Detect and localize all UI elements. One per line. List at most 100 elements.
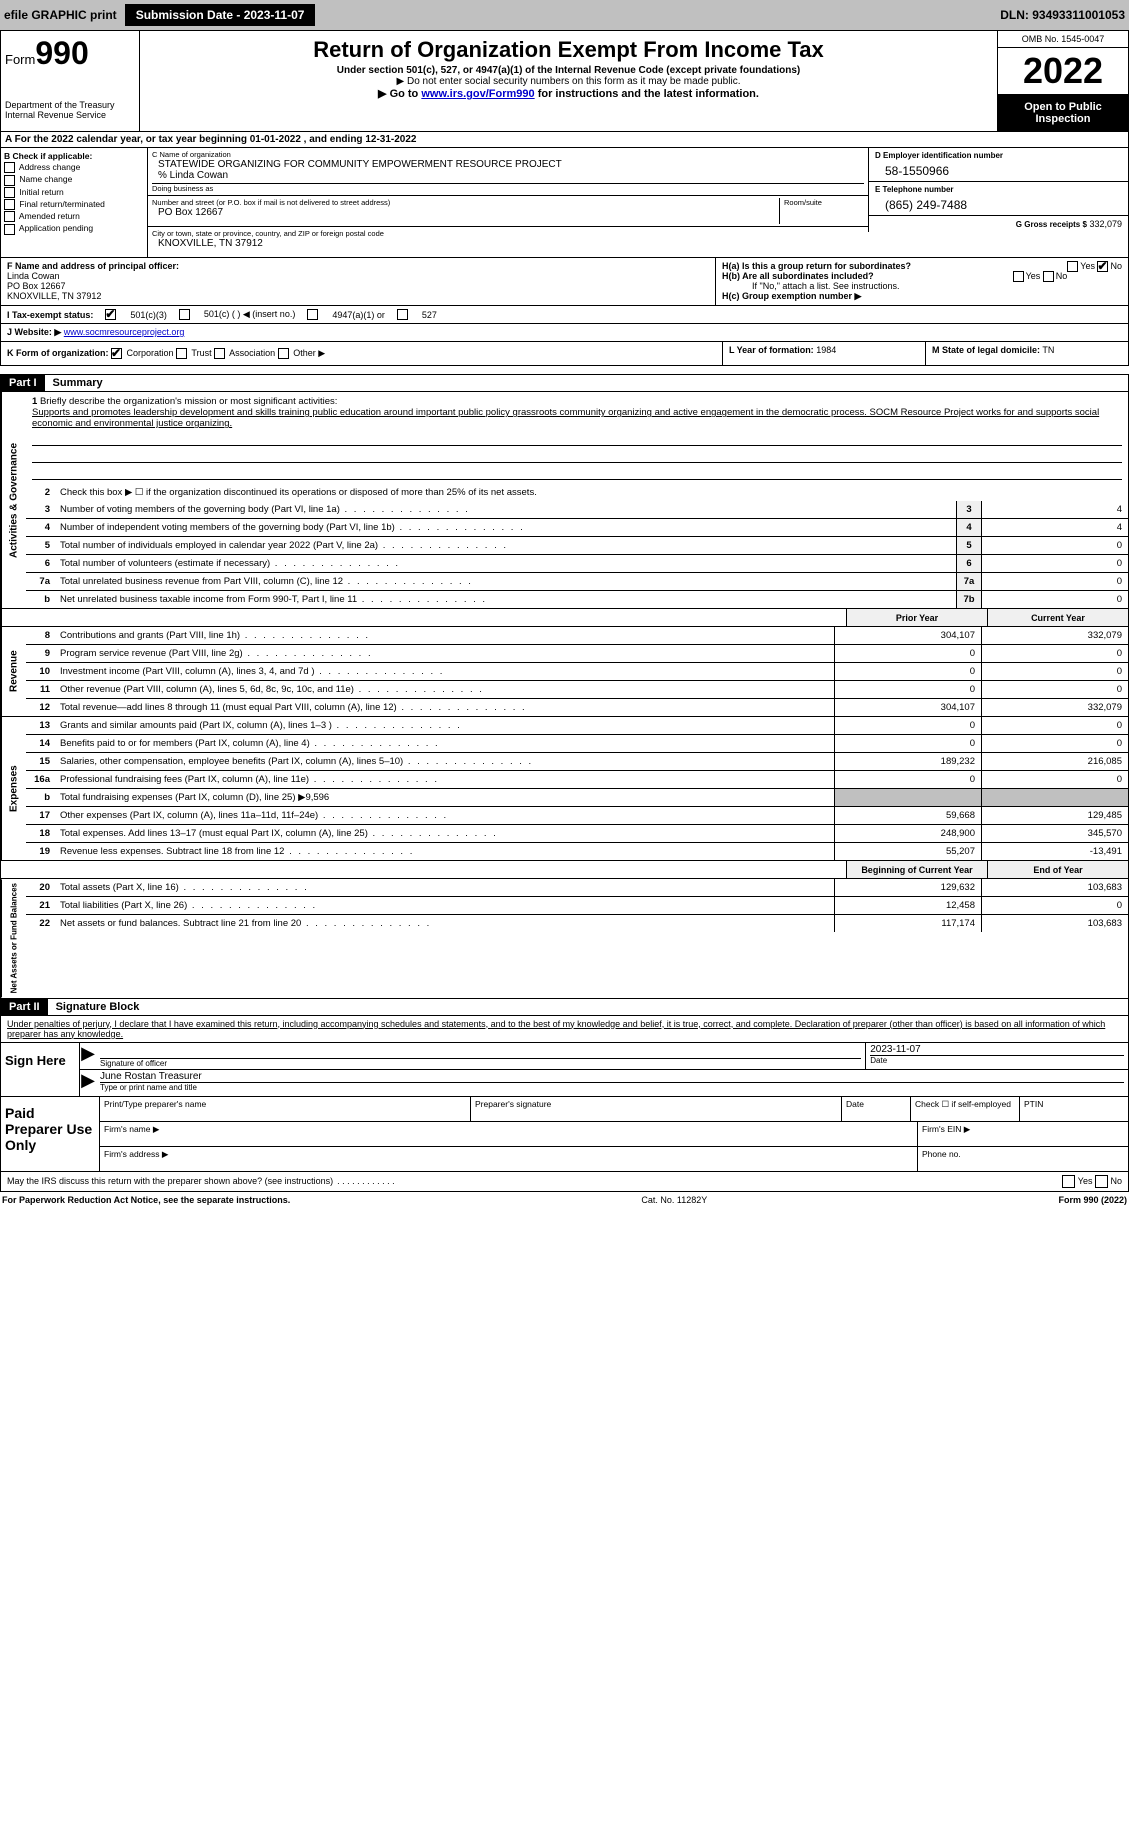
shaded-cell <box>981 789 1128 806</box>
hc-label: H(c) Group exemption number ▶ <box>722 291 1122 302</box>
amended-label: Amended return <box>19 211 80 221</box>
beginning-year-header: Beginning of Current Year <box>846 861 987 878</box>
4947-checkbox[interactable] <box>307 309 318 320</box>
data-row: 13 Grants and similar amounts paid (Part… <box>26 717 1128 735</box>
line-number: 8 <box>26 630 56 641</box>
section-b-label: B Check if applicable: <box>4 151 144 161</box>
submission-date-button[interactable]: Submission Date - 2023-11-07 <box>125 4 316 26</box>
q2-label: Check this box ▶ ☐ if the organization d… <box>56 486 1128 499</box>
prior-value: 0 <box>834 645 981 662</box>
checkbox-initial-return[interactable] <box>4 187 15 198</box>
501c-checkbox[interactable] <box>179 309 190 320</box>
501c-label: 501(c) ( ) ◀ (insert no.) <box>204 309 295 320</box>
trust-checkbox[interactable] <box>176 348 187 359</box>
other-checkbox[interactable] <box>278 348 289 359</box>
section-f-label: F Name and address of principal officer: <box>7 261 709 271</box>
irs-link[interactable]: www.irs.gov/Form990 <box>421 88 534 100</box>
hb-row: H(b) Are all subordinates included? Yes … <box>722 271 1122 281</box>
sign-here-label: Sign Here <box>1 1043 80 1096</box>
hb-yes-checkbox[interactable] <box>1013 271 1024 282</box>
efile-top-bar: efile GRAPHIC print Submission Date - 20… <box>0 0 1129 30</box>
line-desc: Professional fundraising fees (Part IX, … <box>56 773 834 786</box>
governance-section: Activities & Governance 1 Briefly descri… <box>0 392 1129 609</box>
prep-date-header: Date <box>842 1097 911 1121</box>
assoc-checkbox[interactable] <box>214 348 225 359</box>
part-2-title: Signature Block <box>48 1001 140 1013</box>
discuss-yes-checkbox[interactable] <box>1062 1175 1075 1188</box>
omb-number: OMB No. 1545-0047 <box>998 31 1128 48</box>
line-number: 6 <box>26 558 56 569</box>
line-desc: Total expenses. Add lines 13–17 (must eq… <box>56 827 834 840</box>
current-value: 0 <box>981 771 1128 788</box>
form-subtitle: Under section 501(c), 527, or 4947(a)(1)… <box>148 65 989 76</box>
year-header-row: Prior Year Current Year <box>0 609 1129 627</box>
line-number: 3 <box>26 504 56 515</box>
prior-value: 12,458 <box>834 897 981 914</box>
current-value: 0 <box>981 645 1128 662</box>
discuss-no-label: No <box>1110 1175 1122 1185</box>
prior-value: 59,668 <box>834 807 981 824</box>
discuss-yes-label: Yes <box>1078 1175 1093 1185</box>
initial-return-label: Initial return <box>19 187 63 197</box>
yes-label: Yes <box>1080 261 1095 271</box>
form-990-number: 990 <box>35 35 88 71</box>
checkbox-name-change[interactable] <box>4 175 15 186</box>
checkbox-final-return[interactable] <box>4 199 15 210</box>
ha-yes-checkbox[interactable] <box>1067 261 1078 272</box>
line-ref-cell: 6 <box>956 555 981 572</box>
sig-date-label: Date <box>870 1056 1124 1065</box>
current-value: -13,491 <box>981 843 1128 860</box>
form-header: Form990 Department of the Treasury Inter… <box>0 30 1129 132</box>
org-name: STATEWIDE ORGANIZING FOR COMMUNITY EMPOW… <box>152 159 864 170</box>
line-number: 9 <box>26 648 56 659</box>
data-row: 21 Total liabilities (Part X, line 26) 1… <box>26 897 1128 915</box>
line-number: 5 <box>26 540 56 551</box>
website-link[interactable]: www.socmresourceproject.org <box>64 327 185 337</box>
section-c: C Name of organization STATEWIDE ORGANIZ… <box>148 148 868 257</box>
yes-label-2: Yes <box>1026 271 1041 281</box>
q1-label: Briefly describe the organization's miss… <box>40 396 338 407</box>
checkbox-address-change[interactable] <box>4 162 15 173</box>
mission-text: Supports and promotes leadership develop… <box>32 407 1122 429</box>
firm-name-label: Firm's name ▶ <box>100 1122 918 1146</box>
corp-checkbox[interactable] <box>111 348 122 359</box>
current-value: 103,683 <box>981 879 1128 896</box>
ha-label: H(a) Is this a group return for subordin… <box>722 261 911 271</box>
data-row: 10 Investment income (Part VIII, column … <box>26 663 1128 681</box>
line-desc: Total fundraising expenses (Part IX, col… <box>56 791 834 804</box>
expenses-section: Expenses 13 Grants and similar amounts p… <box>0 717 1129 861</box>
501c3-checkbox[interactable] <box>105 309 116 320</box>
hb-no-checkbox[interactable] <box>1043 271 1054 282</box>
line-ref-cell: 5 <box>956 537 981 554</box>
ha-no-checkbox[interactable] <box>1097 261 1108 272</box>
netassets-side-label: Net Assets or Fund Balances <box>1 879 26 997</box>
governance-row: 5 Total number of individuals employed i… <box>26 537 1128 555</box>
checkbox-application-pending[interactable] <box>4 224 15 235</box>
prior-value: 304,107 <box>834 627 981 644</box>
line-number: 4 <box>26 522 56 533</box>
prior-value: 0 <box>834 681 981 698</box>
line-desc: Salaries, other compensation, employee b… <box>56 755 834 768</box>
care-of: % Linda Cowan <box>152 170 864 181</box>
current-value: 345,570 <box>981 825 1128 842</box>
line-ref-cell: 7b <box>956 591 981 608</box>
data-row: 11 Other revenue (Part VIII, column (A),… <box>26 681 1128 699</box>
data-row: 9 Program service revenue (Part VIII, li… <box>26 645 1128 663</box>
prior-value: 304,107 <box>834 699 981 716</box>
part-1-header-row: Part I Summary <box>0 374 1129 392</box>
discuss-no-checkbox[interactable] <box>1095 1175 1108 1188</box>
form-number: Form990 <box>5 35 135 72</box>
street-value: PO Box 12667 <box>152 207 775 218</box>
line-ref-cell: 3 <box>956 501 981 518</box>
trust-label: Trust <box>191 348 211 358</box>
paperwork-notice: For Paperwork Reduction Act Notice, see … <box>2 1195 290 1205</box>
governance-row: 4 Number of independent voting members o… <box>26 519 1128 537</box>
section-b: B Check if applicable: Address change Na… <box>1 148 148 257</box>
checkbox-amended[interactable] <box>4 211 15 222</box>
sig-date: 2023-11-07 <box>870 1044 1124 1056</box>
527-checkbox[interactable] <box>397 309 408 320</box>
dba-label: Doing business as <box>152 183 864 193</box>
line-desc: Total assets (Part X, line 16) <box>56 881 834 894</box>
ssn-note: ▶ Do not enter social security numbers o… <box>148 76 989 87</box>
line-desc: Investment income (Part VIII, column (A)… <box>56 665 834 678</box>
